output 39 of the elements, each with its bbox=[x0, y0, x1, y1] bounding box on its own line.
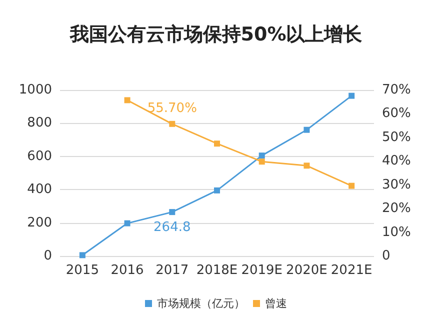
point bbox=[258, 152, 265, 159]
point bbox=[304, 162, 310, 169]
y-tick-label: 800 bbox=[27, 116, 52, 131]
point bbox=[79, 252, 86, 258]
legend-label: 市场规模（亿元） bbox=[157, 297, 245, 310]
point bbox=[348, 92, 355, 99]
legend-label: 曾速 bbox=[265, 297, 287, 310]
x-tick-label: 2015 bbox=[66, 263, 99, 278]
x-tick-label: 2021E bbox=[330, 263, 372, 278]
point bbox=[214, 187, 220, 194]
x-tick-label: 2019E bbox=[241, 263, 283, 278]
point bbox=[124, 220, 130, 226]
y-tick-label: 600 bbox=[27, 148, 52, 164]
x-tick-label: 2016 bbox=[110, 263, 144, 278]
y2-tick-label: 20% bbox=[382, 201, 411, 216]
point bbox=[124, 97, 130, 104]
point bbox=[258, 158, 265, 165]
y-tick-label: 1000 bbox=[18, 82, 52, 98]
x-tick-label: 2018E bbox=[196, 263, 238, 278]
y2-tick-label: 70% bbox=[382, 82, 411, 98]
data-label: 55.70% bbox=[147, 100, 197, 116]
point bbox=[304, 126, 310, 133]
y2-tick-label: 30% bbox=[382, 177, 411, 192]
data-label: 264.8 bbox=[154, 220, 191, 236]
y2-tick-label: 60% bbox=[382, 106, 411, 122]
chart-title: 我国公有云市场保持50%以上增长 bbox=[68, 24, 364, 46]
y-tick-label: 400 bbox=[27, 182, 52, 198]
y2-tick-label: 10% bbox=[382, 224, 411, 240]
y2-tick-label: 40% bbox=[382, 154, 411, 169]
x-tick-label: 2020E bbox=[286, 263, 328, 278]
y-tick-label: 200 bbox=[27, 215, 52, 230]
y2-tick-label: 50% bbox=[382, 130, 411, 145]
y2-tick-label: 0 bbox=[382, 248, 390, 264]
y-tick-label: 0 bbox=[44, 248, 52, 264]
point bbox=[169, 209, 176, 216]
point bbox=[348, 182, 355, 189]
point bbox=[169, 120, 176, 127]
point bbox=[214, 140, 220, 147]
x-tick-label: 2017 bbox=[156, 263, 189, 278]
